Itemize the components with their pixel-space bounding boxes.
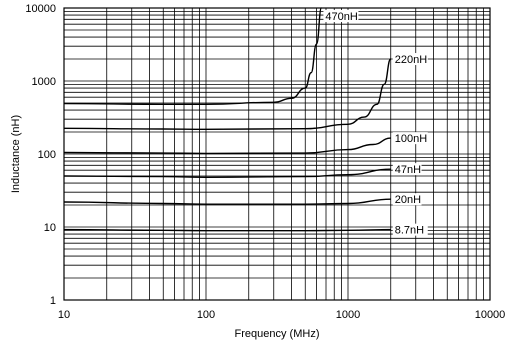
- x-tick-label: 10: [58, 309, 70, 321]
- series-label-background: [323, 10, 359, 22]
- y-tick-label: 100: [38, 149, 56, 161]
- y-tick-label: 10000: [25, 3, 56, 15]
- series-label-background: [392, 193, 422, 206]
- series-label: 8.7nH: [395, 225, 424, 237]
- series-curves: [63, 7, 392, 232]
- grid: [63, 8, 490, 301]
- series-label: 20nH: [395, 194, 421, 206]
- series-label: 220nH: [395, 54, 427, 66]
- x-tick-label: 1000: [336, 309, 360, 321]
- series-label: 47nH: [395, 164, 421, 176]
- series-label-background: [392, 163, 422, 176]
- series-curve: [63, 168, 391, 179]
- series-label-background: [392, 132, 428, 145]
- series-curve: [63, 198, 391, 205]
- y-tick-label: 1000: [32, 76, 56, 88]
- series-curve: [63, 7, 323, 106]
- series-label-background: [392, 53, 428, 66]
- y-axis-title: Inductance (nH): [10, 115, 22, 193]
- series-labels: 8.7nH 20nH 47nH 100nH 220nH 470nH: [323, 10, 428, 237]
- plot-frame: [63, 7, 491, 301]
- y-tick-label: 10: [44, 222, 56, 234]
- series-curve: [63, 58, 392, 131]
- y-tick-label: 1: [50, 295, 56, 307]
- x-tick-label: 100: [197, 309, 215, 321]
- series-label-background: [392, 223, 428, 236]
- x-tick-label: 10000: [475, 309, 506, 321]
- x-axis-title: Frequency (MHz): [235, 328, 320, 340]
- series-label: 470nH: [325, 11, 357, 23]
- series-label: 100nH: [395, 133, 427, 145]
- series-curve: [63, 228, 391, 232]
- series-curve: [63, 137, 391, 155]
